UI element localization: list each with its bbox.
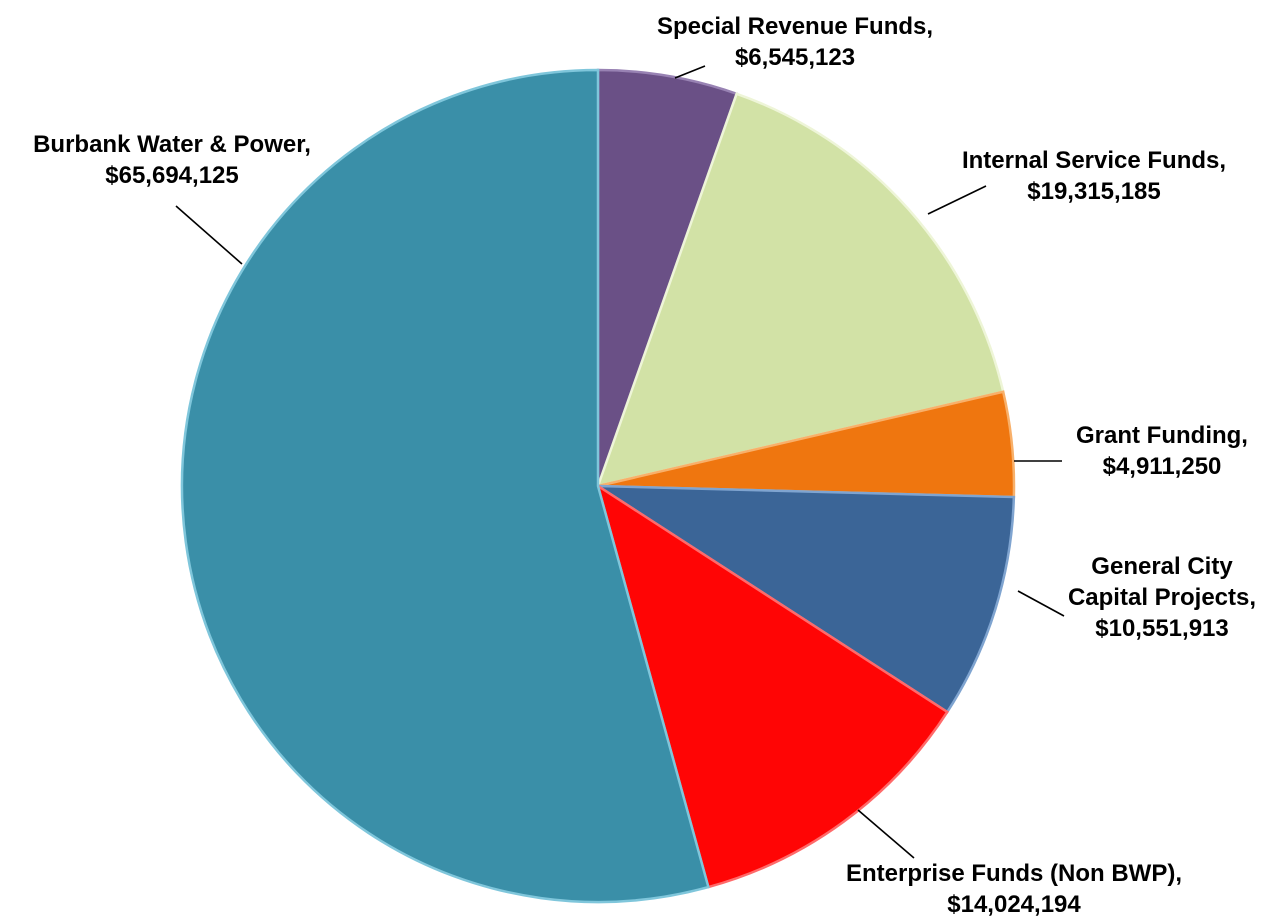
- leader-line-burbank-water-power: [175, 205, 243, 265]
- data-label-burbank-water-power: Burbank Water & Power, $65,694,125: [33, 131, 311, 189]
- data-label-enterprise-funds-non-bwp: Enterprise Funds (Non BWP), $14,024,194: [846, 860, 1182, 918]
- data-label-line: Internal Service Funds,: [962, 147, 1226, 174]
- pie-slice-general-city-capital-projects: [593, 484, 1016, 714]
- leader-lines: [175, 65, 1065, 859]
- pie-slice-internal-service-funds: [596, 92, 1005, 488]
- data-label-line: Special Revenue Funds,: [657, 13, 933, 40]
- data-label-line: Capital Projects,: [1068, 584, 1256, 611]
- leader-line-internal-service-funds: [927, 185, 987, 215]
- data-label-line: $4,911,250: [1103, 453, 1222, 480]
- data-label-line: Grant Funding,: [1076, 422, 1248, 449]
- data-label-line: $19,315,185: [1027, 178, 1160, 205]
- data-label-line: $6,545,123: [735, 44, 855, 71]
- data-label-internal-service-funds: Internal Service Funds, $19,315,185: [962, 147, 1226, 205]
- data-label-line: General City: [1091, 553, 1233, 580]
- pie-slice-enterprise-funds-non-bwp: [595, 483, 949, 889]
- leader-line-general-city-capital-projects: [1017, 590, 1065, 617]
- data-labels: Special Revenue Funds, $6,545,123 Internal…: [33, 13, 1256, 918]
- pie-slice-special-revenue-funds: [596, 68, 739, 487]
- data-label-line: $14,024,194: [947, 891, 1081, 918]
- data-label-line: Enterprise Funds (Non BWP),: [846, 860, 1182, 887]
- leader-line-special-revenue-funds: [674, 65, 706, 79]
- pie-slice-burbank-water-power: [180, 68, 710, 904]
- data-label-line: Burbank Water & Power,: [33, 131, 311, 158]
- data-label-general-city-capital-projects: General City Capital Projects, $10,551,913: [1068, 553, 1256, 642]
- pie-slices: [180, 68, 1016, 904]
- data-label-line: $10,551,913: [1095, 615, 1228, 642]
- leader-line-enterprise-funds-non-bwp: [857, 809, 915, 859]
- data-label-grant-funding: Grant Funding, $4,911,250: [1076, 422, 1248, 480]
- data-label-line: $65,694,125: [105, 162, 238, 189]
- data-label-special-revenue-funds: Special Revenue Funds, $6,545,123: [657, 13, 933, 71]
